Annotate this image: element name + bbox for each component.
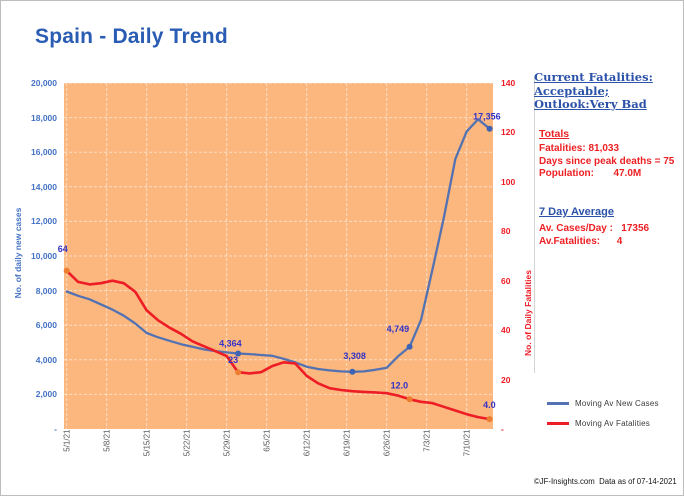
data-point-marker bbox=[486, 125, 493, 132]
data-point-label: 23 bbox=[228, 355, 238, 365]
x-axis-tick-label: 5/29/21 bbox=[222, 429, 232, 457]
totals-days-since-peak: Days since peak deaths = 75 bbox=[539, 155, 675, 167]
totals-fatalities: Fatalities: 81,033 bbox=[539, 143, 620, 154]
data-point-marker bbox=[63, 267, 70, 274]
fatalities-line-swatch bbox=[547, 421, 569, 425]
panel-divider bbox=[534, 77, 535, 373]
avg-cases-per-day: Av. Cases/Day : 17356 bbox=[539, 223, 650, 234]
avg-fatalities: Av.Fatalities: 4 bbox=[539, 235, 623, 247]
right-axis-tick-label: 140 bbox=[501, 78, 516, 88]
data-point-label: 4,364 bbox=[219, 339, 242, 349]
status-line-1: Current Fatalities: bbox=[534, 70, 653, 84]
cases-line-swatch bbox=[547, 401, 569, 405]
totals-heading: Totals bbox=[539, 128, 570, 140]
left-axis-tick-label: 14,000 bbox=[31, 181, 57, 192]
left-axis-tick-label: 12,000 bbox=[31, 216, 57, 227]
left-axis-tick-label: 10,000 bbox=[31, 251, 57, 261]
x-axis-tick-label: 5/8/21 bbox=[102, 429, 112, 452]
footer-credit: ©JF-Insights.com Data as of 07-14-2021 bbox=[534, 477, 677, 486]
data-point-marker bbox=[235, 350, 242, 357]
legend-item-fatalities: Moving Av Fatalities bbox=[547, 413, 682, 433]
x-axis-tick-label: 5/15/21 bbox=[142, 429, 152, 457]
data-point-label: 17,356 bbox=[473, 112, 501, 122]
x-axis-tick-label: 6/12/21 bbox=[302, 429, 312, 457]
gridlines bbox=[64, 82, 493, 429]
legend-label-fatalities: Moving Av Fatalities bbox=[575, 418, 650, 428]
right-axis-tick-label: 40 bbox=[501, 325, 511, 336]
x-axis-tick-label: 5/22/21 bbox=[182, 429, 192, 457]
cases-series-line bbox=[65, 118, 491, 373]
left-axis-tick-label: 16,000 bbox=[31, 147, 57, 158]
data-point-marker bbox=[486, 416, 493, 423]
data-point-label: 3,308 bbox=[343, 351, 366, 361]
right-axis-tick-label: 100 bbox=[501, 176, 516, 187]
left-axis-tick-label: 6,000 bbox=[35, 320, 57, 331]
x-axis-tick-label: 6/5/21 bbox=[262, 429, 272, 452]
status-line-3: Outlook:Very Bad bbox=[534, 97, 647, 111]
left-axis-tick-label: 20,000 bbox=[31, 78, 57, 88]
data-point-marker bbox=[349, 368, 356, 375]
x-axis-tick-label: 7/3/21 bbox=[422, 429, 432, 452]
left-axis-tick-label: 4,000 bbox=[35, 354, 57, 365]
data-point-label: 12.0 bbox=[391, 380, 409, 390]
right-axis-tick-label: 120 bbox=[501, 127, 516, 138]
data-point-label: 4.0 bbox=[483, 400, 496, 410]
page-title: Spain - Daily Trend bbox=[35, 25, 228, 48]
plot-area: 64 4,364 23 3,308 4,749 12.0 17,356 4.0 bbox=[58, 82, 501, 429]
x-axis-tick-label: 7/10/21 bbox=[462, 429, 472, 457]
chart-legend: Moving Av New Cases Moving Av Fatalities bbox=[547, 393, 682, 433]
right-axis-tick-label: 20 bbox=[501, 374, 511, 385]
totals-population: Population: 47.0M bbox=[539, 168, 642, 179]
data-point-marker bbox=[235, 369, 242, 376]
legend-label-cases: Moving Av New Cases bbox=[575, 398, 659, 408]
data-point-label: 64 bbox=[58, 244, 68, 254]
totals-block: Totals Fatalities: 81,033 Days since pea… bbox=[539, 128, 674, 181]
trend-chart: 64 4,364 23 3,308 4,749 12.0 17,356 4.0 bbox=[58, 82, 501, 429]
left-axis-tick-label: 8,000 bbox=[35, 285, 57, 296]
x-axis-tick-label: 6/26/21 bbox=[382, 429, 392, 457]
left-axis-tick-label: - bbox=[54, 424, 57, 434]
data-point-label: 4,749 bbox=[387, 324, 410, 334]
seven-day-average-block: 7 Day Average Av. Cases/Day : 17356 Av.F… bbox=[539, 206, 649, 248]
data-point-marker bbox=[406, 396, 413, 403]
data-point-marker bbox=[406, 343, 413, 350]
legend-item-cases: Moving Av New Cases bbox=[547, 393, 682, 413]
left-axis-tick-label: 2,000 bbox=[35, 389, 57, 400]
right-axis-tick-label: - bbox=[501, 424, 504, 434]
left-axis-tick-label: 18,000 bbox=[31, 112, 57, 123]
x-axis-tick-label: 6/19/21 bbox=[342, 429, 352, 457]
fatalities-series-line bbox=[65, 269, 491, 421]
seven-day-heading: 7 Day Average bbox=[539, 206, 615, 218]
status-line-2: Acceptable; bbox=[534, 83, 610, 98]
right-axis-tick-label: 60 bbox=[501, 275, 511, 286]
status-note: Current Fatalities: Acceptable; Outlook:… bbox=[534, 70, 653, 112]
data-labels: 64 4,364 23 3,308 4,749 12.0 17,356 4.0 bbox=[58, 112, 501, 423]
right-axis-tick-label: 80 bbox=[501, 226, 511, 237]
x-axis-tick-label: 5/1/21 bbox=[62, 429, 72, 452]
